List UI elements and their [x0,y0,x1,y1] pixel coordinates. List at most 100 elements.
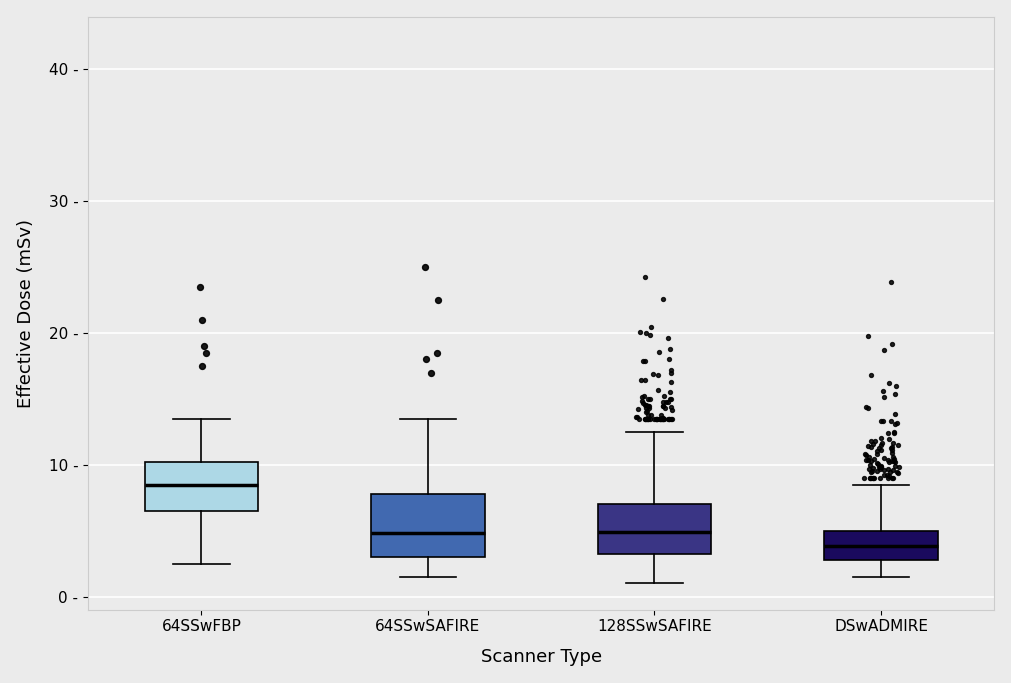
Point [650,385,666,395]
Point [429,347,445,358]
Point [642,330,658,341]
Point [663,376,679,387]
Point [628,412,644,423]
Point [652,409,668,420]
Point [859,402,876,413]
Point [637,413,653,424]
Point [864,438,881,449]
Point [863,473,880,484]
Point [861,464,878,475]
Point [887,428,903,438]
Point [887,408,903,419]
Point [862,370,879,380]
Point [654,413,670,424]
Point [862,466,879,477]
Point [869,448,886,459]
Point [889,466,905,477]
Point [881,428,897,438]
Point [875,385,891,396]
Point [865,473,882,484]
Point [872,444,889,455]
Point [879,469,895,480]
Point [881,455,897,466]
Point [195,341,211,352]
Point [638,400,654,410]
Point [645,369,661,380]
Point [652,413,668,424]
Point [634,395,650,406]
Point [874,437,890,448]
Point [640,410,656,421]
Point [891,462,907,473]
Point [638,413,654,424]
Point [661,413,677,424]
Point [861,473,878,484]
Point [863,436,880,447]
Point [858,450,875,461]
Point [865,473,882,484]
PathPatch shape [145,462,258,511]
Point [860,441,877,451]
Point [641,403,657,414]
Point [649,413,665,424]
Point [637,374,653,385]
Point [874,416,890,427]
Point [655,413,671,424]
Point [858,401,875,412]
Point [890,440,906,451]
X-axis label: Scanner Type: Scanner Type [480,648,602,667]
Point [868,458,885,469]
Point [888,461,904,472]
Point [655,397,671,408]
Point [882,467,898,478]
Point [882,470,898,481]
Point [870,462,887,473]
Point [885,438,901,449]
Point [637,399,653,410]
Point [865,454,882,465]
Point [639,405,655,416]
Point [640,413,656,424]
Point [643,409,659,420]
Point [664,405,680,416]
Point [664,413,680,424]
Point [638,403,654,414]
Point [884,444,900,455]
Point [871,462,888,473]
Point [876,345,892,356]
Point [655,401,671,412]
Point [640,401,656,412]
Point [868,445,885,456]
Point [655,413,671,424]
Point [872,461,889,472]
Point [424,367,440,378]
Point [662,344,678,354]
Point [886,454,902,464]
Point [656,413,672,424]
Point [866,436,883,447]
Point [635,355,651,366]
Point [887,456,903,466]
Point [191,281,207,292]
Point [629,411,645,422]
Point [634,391,650,402]
Point [880,464,896,475]
Point [871,473,888,484]
Point [885,451,901,462]
Point [661,413,677,424]
Point [198,347,214,358]
Point [868,465,885,476]
Point [874,433,890,444]
Point [630,403,646,414]
Point [662,365,678,376]
Point [862,441,879,452]
Point [872,463,889,474]
Point [656,391,672,402]
Point [884,339,900,350]
Point [859,455,876,466]
Point [640,400,656,411]
Point [876,470,892,481]
Point [649,413,665,424]
PathPatch shape [371,494,484,557]
Point [663,393,679,404]
